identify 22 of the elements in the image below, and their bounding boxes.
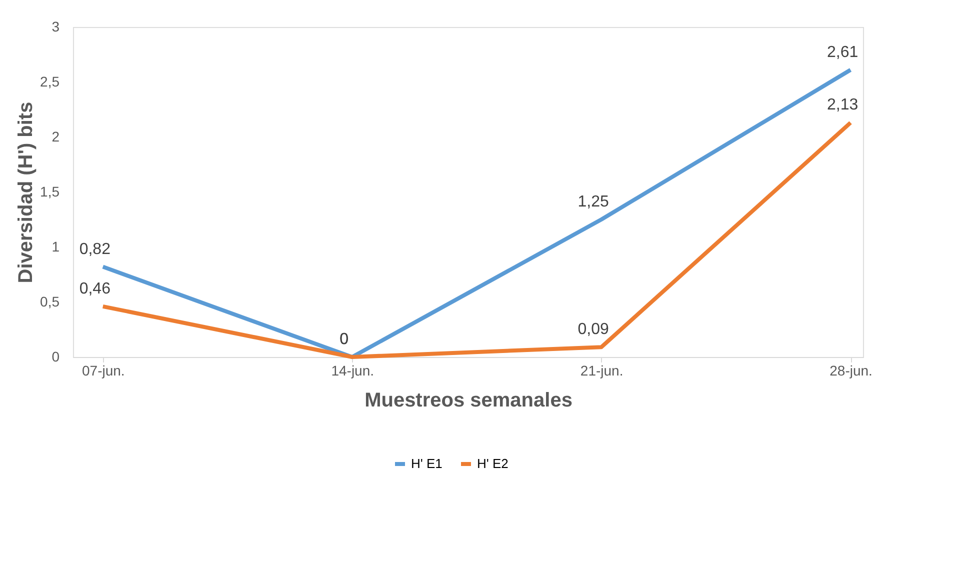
y-tick-label: 1: [52, 238, 60, 254]
legend-label: H' E2: [477, 456, 508, 471]
data-label: 2,61: [826, 44, 858, 61]
y-tick-label: 0,5: [40, 294, 60, 310]
data-label: 2,13: [826, 96, 858, 114]
data-label: 0,09: [578, 321, 609, 338]
y-axis-title: Diversidad (H') bits: [15, 102, 38, 284]
y-tick-label: 3: [52, 18, 60, 34]
data-label: 0: [340, 331, 349, 348]
legend-label: H' E1: [411, 456, 442, 471]
data-label: 1,25: [578, 194, 609, 210]
data-label: 0,46: [79, 280, 111, 298]
x-tick-label: 14-jun.: [331, 362, 374, 378]
x-tick-label: 21-jun.: [580, 362, 624, 378]
data-label: 0,82: [79, 240, 111, 258]
y-tick-label: 1,5: [40, 184, 60, 200]
x-tick-label: 07-jun.: [82, 362, 125, 378]
x-axis-title: Muestreos semanales: [364, 390, 572, 412]
y-tick-label: 2: [52, 128, 60, 144]
y-tick-label: 2,5: [40, 74, 60, 90]
y-tick-label: 0: [52, 348, 60, 364]
x-tick-label: 28-jun.: [830, 362, 872, 378]
